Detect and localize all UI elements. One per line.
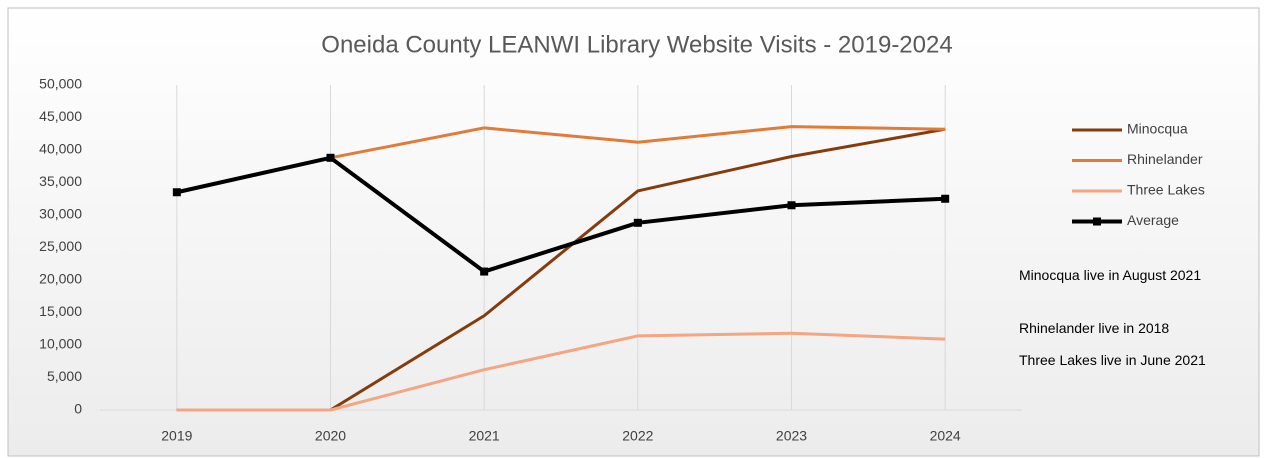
annotation: Rhinelander live in 2018 bbox=[1019, 320, 1170, 336]
marker bbox=[941, 194, 950, 203]
marker bbox=[326, 153, 335, 162]
y-tick-label: 20,000 bbox=[39, 271, 82, 287]
y-tick-label: 45,000 bbox=[39, 108, 82, 124]
marker bbox=[172, 188, 181, 197]
annotation: Minocqua live in August 2021 bbox=[1019, 267, 1202, 283]
legend-label: Three Lakes bbox=[1127, 182, 1205, 198]
x-tick-label: 2021 bbox=[469, 428, 500, 444]
series-line bbox=[330, 125, 946, 160]
legend-label: Rhinelander bbox=[1127, 151, 1203, 167]
x-tick-label: 2023 bbox=[776, 428, 807, 444]
y-tick-label: 40,000 bbox=[39, 141, 82, 157]
annotation: Three Lakes live in June 2021 bbox=[1019, 352, 1206, 368]
y-tick-label: 10,000 bbox=[39, 336, 82, 352]
y-tick-label: 35,000 bbox=[39, 173, 82, 189]
x-tick-label: 2022 bbox=[622, 428, 653, 444]
y-tick-label: 5,000 bbox=[47, 368, 82, 384]
series-line bbox=[176, 331, 946, 412]
marker bbox=[787, 201, 796, 210]
y-tick-label: 30,000 bbox=[39, 206, 82, 222]
marker bbox=[633, 218, 642, 227]
legend-label: Average bbox=[1127, 212, 1179, 228]
x-tick-label: 2020 bbox=[315, 428, 346, 444]
marker bbox=[480, 267, 489, 276]
y-tick-label: 0 bbox=[74, 401, 82, 417]
series-line bbox=[176, 155, 946, 274]
y-tick-label: 50,000 bbox=[39, 76, 82, 92]
x-tick-label: 2019 bbox=[161, 428, 192, 444]
legend-marker bbox=[1093, 217, 1101, 226]
chart-title: Oneida County LEANWI Library Website Vis… bbox=[321, 31, 952, 58]
x-tick-label: 2024 bbox=[930, 428, 961, 444]
chart-frame bbox=[7, 7, 1260, 457]
y-tick-label: 25,000 bbox=[39, 238, 82, 254]
legend-label: Minocqua bbox=[1127, 121, 1188, 137]
y-tick-label: 15,000 bbox=[39, 303, 82, 319]
